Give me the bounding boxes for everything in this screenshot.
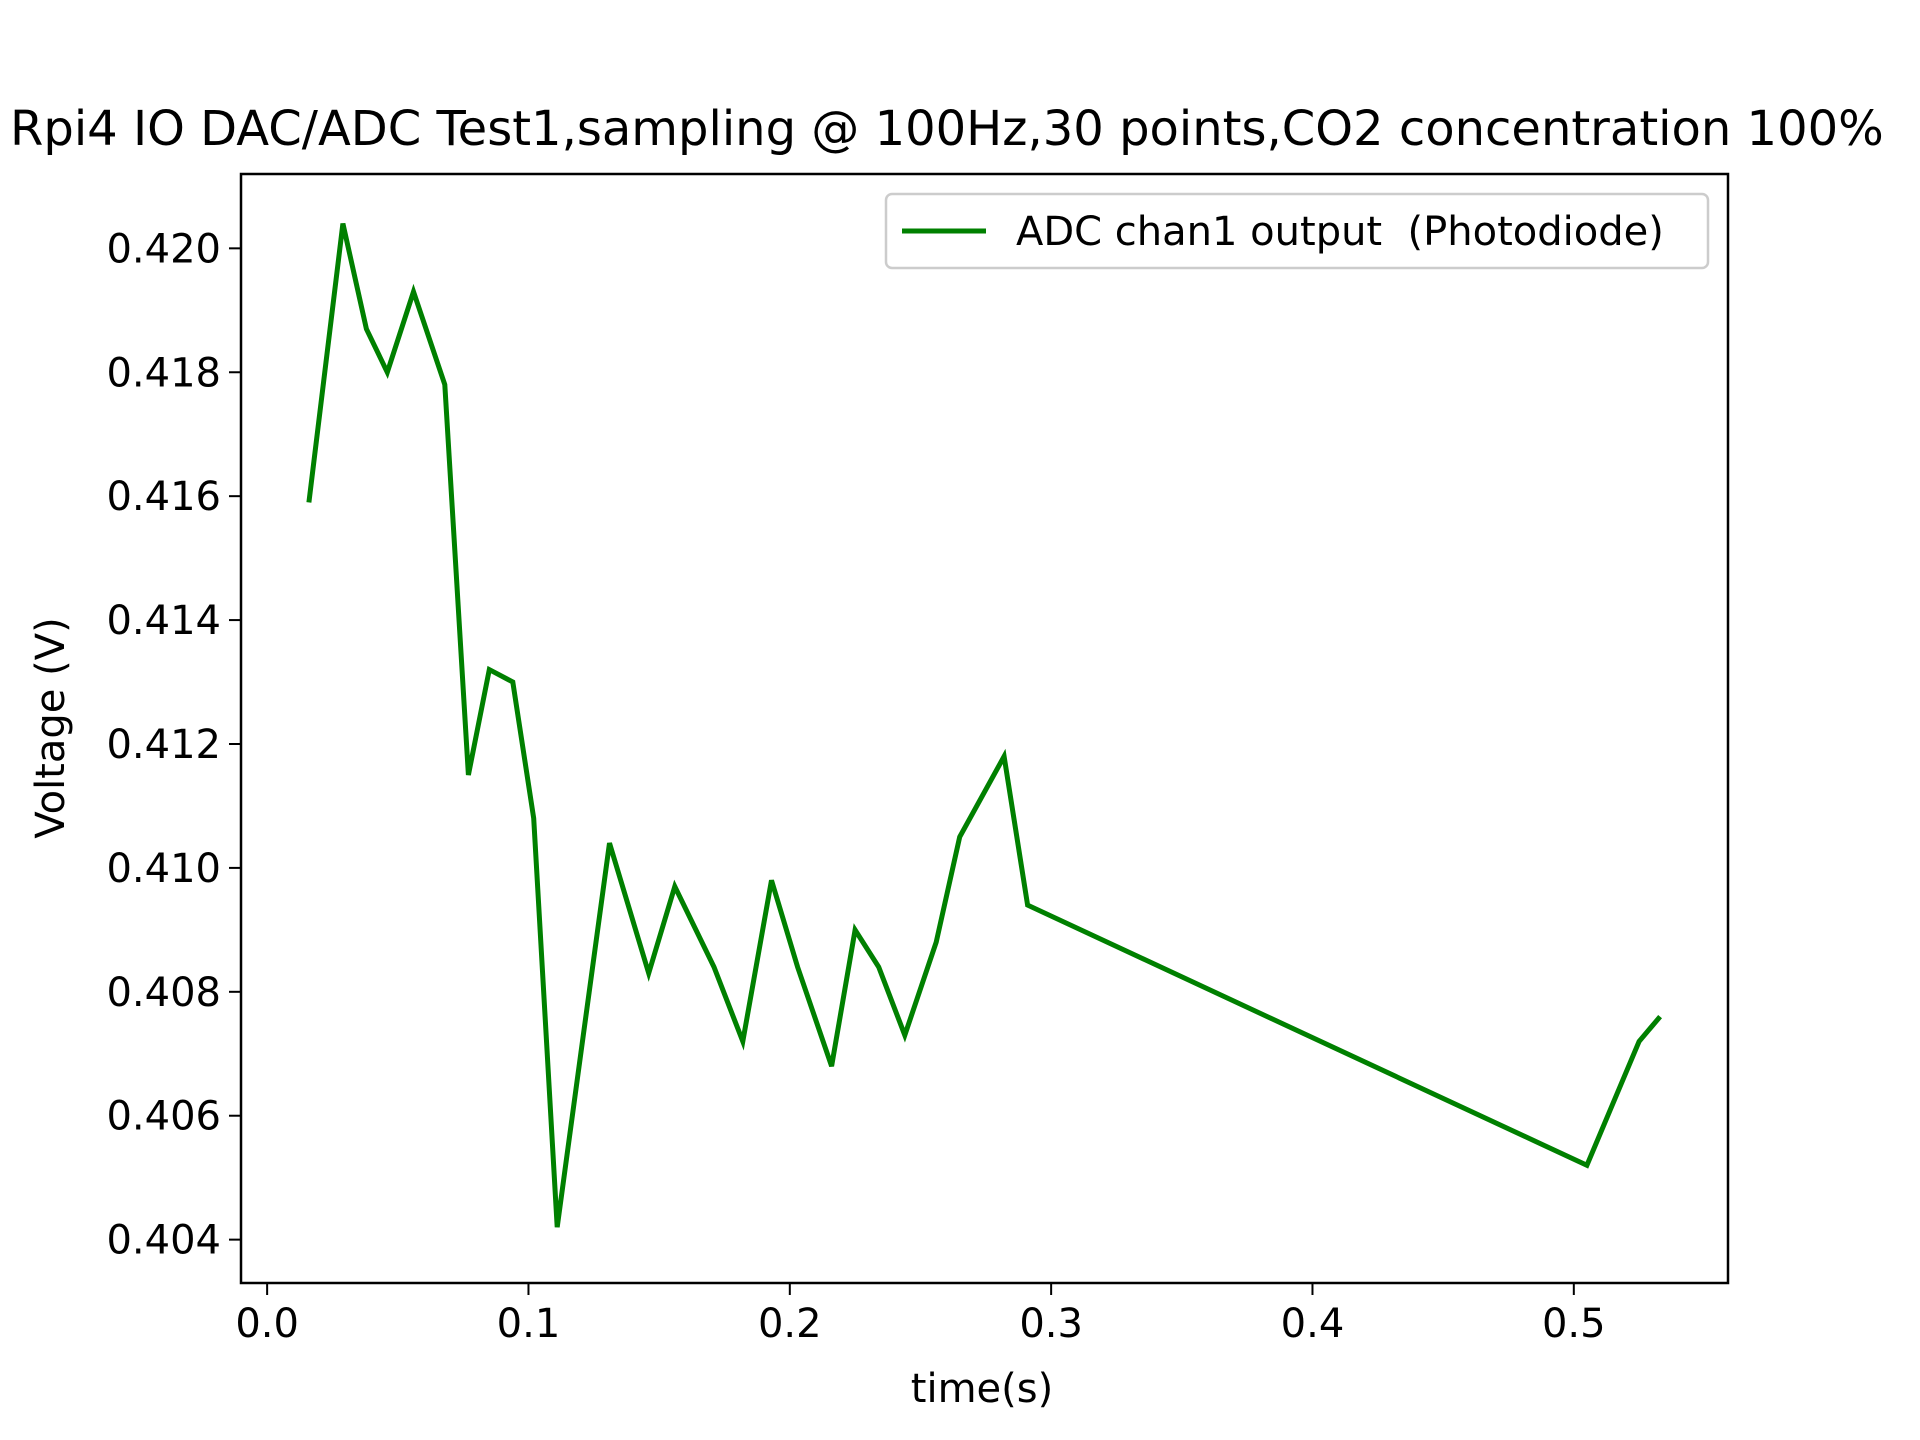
series-line-0 (306, 223, 1663, 1228)
x-tick-label: 0.5 (1542, 1301, 1606, 1347)
y-tick-label: 0.410 (106, 846, 221, 892)
y-tick-label: 0.406 (106, 1094, 221, 1140)
x-tick-label: 0.4 (1281, 1301, 1345, 1347)
x-tick-label: 0.1 (497, 1301, 561, 1347)
y-axis-label: Voltage (V) (28, 617, 74, 838)
plot-frame (239, 172, 1730, 1285)
x-tick-label: 0.0 (235, 1301, 299, 1347)
y-tick-label: 0.412 (106, 722, 221, 768)
x-tick-label: 0.2 (758, 1301, 822, 1347)
y-tick-label: 0.418 (106, 350, 221, 396)
y-tick-label: 0.420 (106, 226, 221, 272)
y-tick-label: 0.404 (106, 1218, 221, 1264)
y-tick-label: 0.414 (106, 598, 221, 644)
legend-label-0: ADC chan1 output (Photodiode) (1016, 209, 1664, 255)
plot-area: 0.0 0.1 0.2 0.3 0.4 0.5 0.404 0.406 0.408 0.410 0.… (106, 172, 1730, 1347)
x-axis-label: time(s) (911, 1366, 1053, 1412)
y-tick-label: 0.416 (106, 474, 221, 520)
legend-box (884, 192, 1710, 270)
chart-title: Rpi4 IO DAC/ADC Test1,sampling @ 100Hz,3… (10, 101, 1884, 157)
x-tick-label: 0.3 (1019, 1301, 1083, 1347)
y-tick-label: 0.408 (106, 970, 221, 1016)
